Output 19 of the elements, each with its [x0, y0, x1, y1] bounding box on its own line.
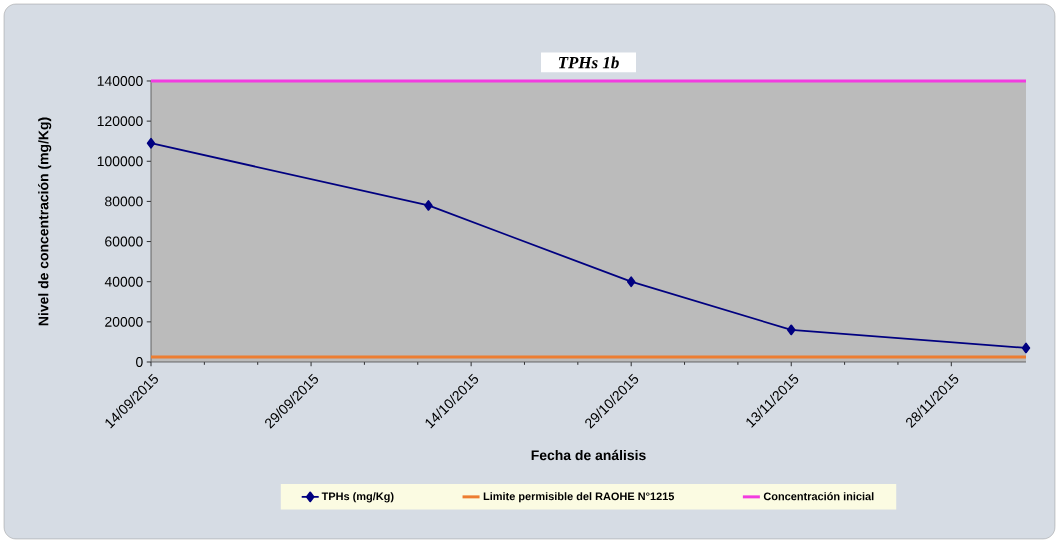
- y-tick-label: 120000: [97, 116, 143, 127]
- y-tick-label: 40000: [104, 276, 143, 287]
- chart-title: TPHs 1b: [558, 56, 619, 69]
- y-tick-label: 80000: [105, 196, 143, 207]
- y-axis-title: Nivel de concentración (mg/Kg): [38, 117, 52, 326]
- point: [424, 200, 433, 211]
- y-tick-label: 0: [136, 357, 143, 367]
- y-tick-label: 20000: [105, 316, 143, 327]
- legend-label: Limite permisible del RAOHE N°1215: [483, 492, 675, 503]
- y-tick-label: 140000: [97, 76, 143, 86]
- point: [786, 324, 796, 336]
- x-axis-title: Fecha de análisis: [531, 449, 646, 461]
- point: [146, 137, 156, 149]
- legend-label: Concentración inicial: [763, 492, 874, 501]
- legend-label: TPHs (mg/Kg): [321, 492, 394, 503]
- y-tick-label: 60000: [105, 236, 143, 247]
- point: [626, 276, 636, 288]
- y-tick-label: 100000: [97, 156, 143, 167]
- point: [1021, 342, 1031, 354]
